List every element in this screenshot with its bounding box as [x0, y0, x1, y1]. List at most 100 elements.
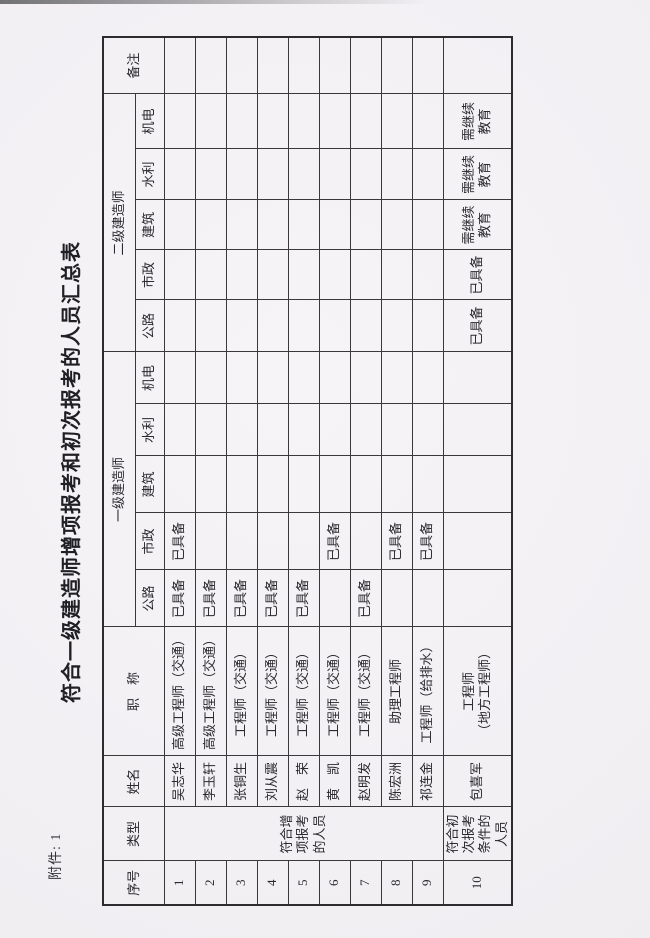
header-major-l1-water: 水利	[135, 404, 164, 456]
cell-job-title: 工程师（交通）	[288, 627, 319, 756]
cell-name: 刘从震	[257, 756, 288, 807]
cell-name: 陈宏洲	[381, 756, 412, 807]
cell-remark	[350, 36, 381, 94]
cell-l1-water	[195, 404, 226, 456]
page-title: 符合一级建造师增项报考和初次报考的人员汇总表	[61, 241, 83, 703]
cell-l2-mechanical	[164, 93, 195, 149]
cell-serial: 2	[195, 861, 226, 905]
cell-l2-mechanical	[195, 93, 226, 149]
cell-l1-building	[257, 456, 288, 513]
header-major-l2-highway: 公路	[135, 299, 164, 352]
cell-l2-water	[350, 148, 381, 200]
cell-l2-mechanical	[350, 93, 381, 149]
cell-l2-building	[412, 199, 443, 250]
cell-l2-highway	[412, 299, 443, 352]
cell-l2-mechanical: 需继续教育	[443, 93, 512, 149]
cell-l1-water	[257, 404, 288, 456]
cell-l1-water	[226, 404, 257, 456]
cell-l1-water	[443, 404, 512, 456]
cell-l2-highway: 已具备	[443, 299, 512, 352]
table-row: 10 符合初次报考条件的人员 包喜军 工程师 （地方工程师） 已具备 已具备 需…	[443, 36, 512, 905]
cell-l1-water	[288, 404, 319, 456]
cell-l1-water	[381, 404, 412, 456]
cell-l2-building	[350, 199, 381, 250]
cell-l1-building	[195, 456, 226, 513]
cell-job-title: 助理工程师	[381, 627, 412, 756]
header-name: 姓名	[103, 756, 164, 807]
cell-l2-building: 需继续教育	[443, 199, 512, 250]
cell-l2-municipal	[257, 249, 288, 300]
cell-job-title: 工程师（交通）	[226, 627, 257, 756]
cell-remark	[319, 36, 350, 94]
cell-remark	[195, 36, 226, 94]
table-row: 5 赵 荣 工程师（交通） 已具备	[288, 36, 319, 905]
cell-l1-mechanical	[257, 351, 288, 404]
table-row: 4 刘从震 工程师（交通） 已具备	[257, 36, 288, 905]
cell-l2-building	[257, 199, 288, 250]
cell-l1-municipal	[226, 513, 257, 570]
cell-remark	[443, 36, 512, 94]
header-major-l2-water: 水利	[135, 148, 164, 200]
cell-l1-mechanical	[350, 351, 381, 404]
cell-type-group-1: 符合增项报考的人员	[164, 807, 443, 861]
cell-l1-water	[350, 404, 381, 456]
cell-l1-highway: 已具备	[257, 570, 288, 627]
cell-l1-municipal: 已具备	[319, 513, 350, 570]
cell-serial: 7	[350, 861, 381, 905]
cell-l1-municipal	[257, 513, 288, 570]
cell-l1-building	[226, 456, 257, 513]
cell-l2-building	[381, 199, 412, 250]
cell-serial: 1	[164, 861, 195, 905]
table-row: 6 黄 凯 工程师（交通） 已具备	[319, 36, 350, 905]
cell-name: 黄 凯	[319, 756, 350, 807]
cell-l1-building	[350, 456, 381, 513]
cell-l2-building	[164, 199, 195, 250]
cell-name: 吴志华	[164, 756, 195, 807]
cell-l2-municipal	[319, 249, 350, 300]
l2-water-status: 需继续教育	[461, 154, 493, 194]
cell-l1-mechanical	[288, 351, 319, 404]
header-remark: 备注	[103, 36, 164, 94]
cell-l1-highway: 已具备	[288, 570, 319, 627]
cell-l1-municipal: 已具备	[164, 513, 195, 570]
cell-l1-building	[412, 456, 443, 513]
cell-l2-building	[319, 199, 350, 250]
cell-l1-highway: 已具备	[226, 570, 257, 627]
cell-l1-highway: 已具备	[350, 570, 381, 627]
cell-l2-mechanical	[226, 93, 257, 149]
cell-l1-highway: 已具备	[164, 570, 195, 627]
header-serial: 序号	[103, 861, 164, 905]
cell-job-title: 工程师（给排水）	[412, 627, 443, 756]
cell-l1-municipal	[350, 513, 381, 570]
summary-table: 序号 类型 姓名 职 称 一级建造师 二级建造师 备注 公路 市政 建筑 水利 …	[102, 35, 513, 906]
cell-l1-mechanical	[226, 351, 257, 404]
cell-l2-water: 需继续教育	[443, 148, 512, 200]
cell-job-title: 工程师（交通）	[257, 627, 288, 756]
cell-l2-municipal	[226, 249, 257, 300]
cell-l2-highway	[319, 299, 350, 352]
cell-l1-mechanical	[319, 351, 350, 404]
cell-l2-water	[257, 148, 288, 200]
cell-serial: 8	[381, 861, 412, 905]
cell-l2-highway	[381, 299, 412, 352]
cell-serial: 5	[288, 861, 319, 905]
cell-serial: 10	[443, 861, 512, 905]
cell-l1-highway	[443, 570, 512, 627]
cell-remark	[412, 36, 443, 94]
cell-l2-water	[412, 148, 443, 200]
cell-name: 李玉轩	[195, 756, 226, 807]
cell-l1-mechanical	[381, 351, 412, 404]
cell-name: 赵明发	[350, 756, 381, 807]
cell-l2-highway	[226, 299, 257, 352]
table-row: 8 陈宏洲 助理工程师 已具备	[381, 36, 412, 905]
cell-l2-water	[164, 148, 195, 200]
cell-remark	[226, 36, 257, 94]
cell-l2-highway	[288, 299, 319, 352]
cell-l1-municipal	[288, 513, 319, 570]
cell-l1-municipal	[195, 513, 226, 570]
table-row: 2 李玉轩 高级工程师（交通） 已具备	[195, 36, 226, 905]
cell-l1-highway	[319, 570, 350, 627]
cell-l1-building	[319, 456, 350, 513]
